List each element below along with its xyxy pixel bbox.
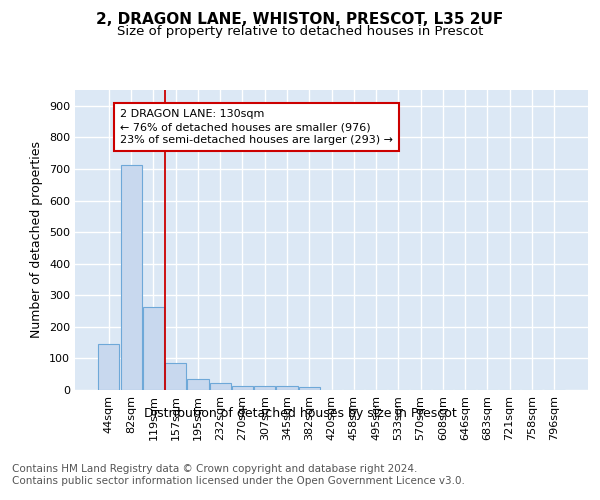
Text: 2, DRAGON LANE, WHISTON, PRESCOT, L35 2UF: 2, DRAGON LANE, WHISTON, PRESCOT, L35 2U… <box>97 12 503 28</box>
Bar <box>98 344 119 390</box>
Bar <box>209 383 231 390</box>
Bar <box>299 386 320 390</box>
Bar <box>165 363 186 390</box>
Bar <box>254 386 275 390</box>
Bar <box>277 386 298 390</box>
Bar <box>121 166 142 390</box>
Text: Size of property relative to detached houses in Prescot: Size of property relative to detached ho… <box>117 25 483 38</box>
Text: Distribution of detached houses by size in Prescot: Distribution of detached houses by size … <box>143 408 457 420</box>
Bar <box>232 386 253 390</box>
Text: Contains HM Land Registry data © Crown copyright and database right 2024.: Contains HM Land Registry data © Crown c… <box>12 464 418 474</box>
Bar <box>143 307 164 390</box>
Text: 2 DRAGON LANE: 130sqm
← 76% of detached houses are smaller (976)
23% of semi-det: 2 DRAGON LANE: 130sqm ← 76% of detached … <box>120 109 393 146</box>
Y-axis label: Number of detached properties: Number of detached properties <box>31 142 43 338</box>
Bar <box>187 378 209 390</box>
Text: Contains public sector information licensed under the Open Government Licence v3: Contains public sector information licen… <box>12 476 465 486</box>
